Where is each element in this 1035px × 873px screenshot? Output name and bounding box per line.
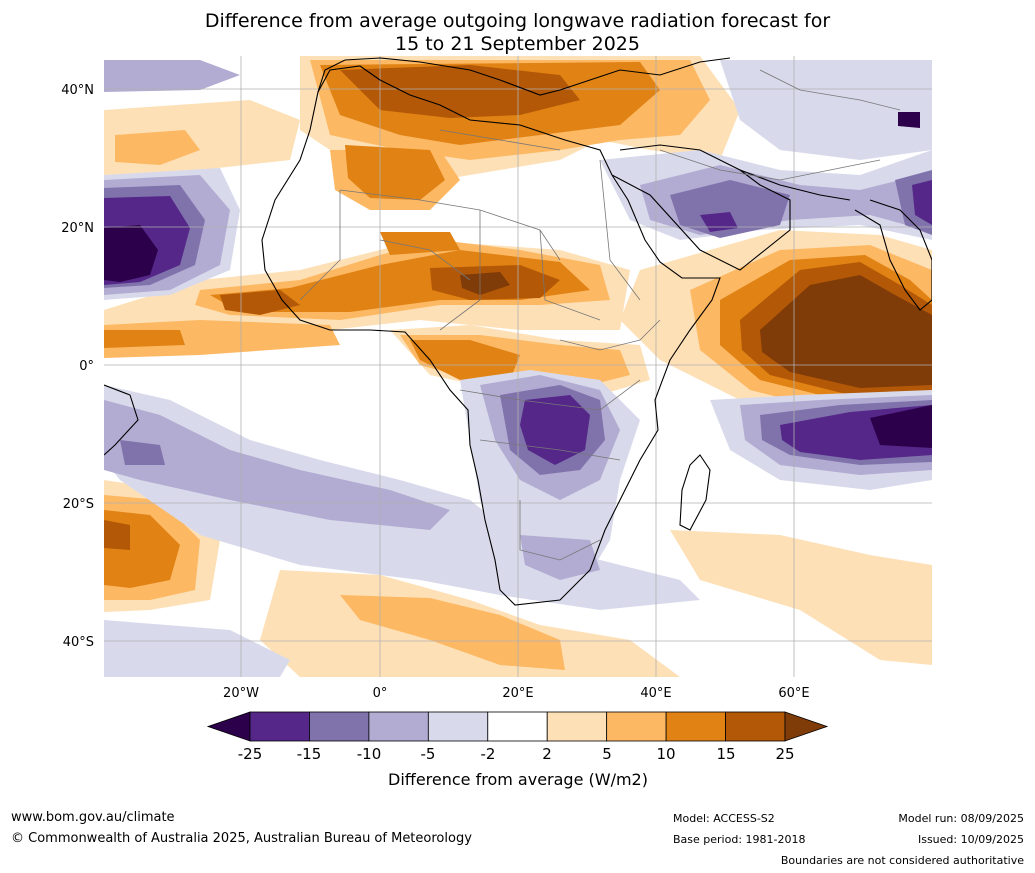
india-coastline [854,199,932,311]
lon-tick-label: 20°W [223,686,259,701]
colorbar-tick-label: 15 [716,745,735,763]
footer-issued: Issued: 10/09/2025 [917,833,1024,846]
footer-disclaimer: Boundaries are not considered authoritat… [780,854,1024,867]
colorbar-segment [368,711,429,742]
south-america-coastline [104,384,139,456]
colorbar-segment [427,711,489,742]
footer-base-period: Base period: 1981-2018 [673,833,806,846]
arabia-coastline [611,144,791,271]
anomaly-region-orange [104,320,340,358]
lat-tick-label: 40°N [61,83,94,98]
map-title: Difference from average outgoing longwav… [0,10,1035,56]
colorbar-tick-labels: -25 -15 -10 -5 -2 2 5 10 15 25 [238,745,795,763]
colorbar-tick-label: -25 [238,745,263,763]
colorbar-segment [725,711,786,742]
footer-copyright: © Commonwealth of Australia 2025, Austra… [11,831,472,846]
graticule [104,56,932,677]
footer-website: www.bom.gov.au/climate [11,810,175,825]
colorbar-tick-label: -2 [481,745,496,763]
anomaly-region-pale-purple [720,60,932,160]
lon-tick-label: 20°E [502,686,533,701]
anomaly-region-strongest-orange [460,272,510,295]
lat-tick-label: 20°S [63,497,94,512]
anomaly-region-darker-orange [340,65,580,118]
colorbar-segment [665,711,726,742]
colorbar-segment [487,711,548,742]
anomaly-field [104,56,932,677]
latitude-labels: 40°N 20°N 0° 20°S 40°S [61,83,94,650]
colorbar-tick-label: -5 [421,745,436,763]
colorbar-title: Difference from average (W/m2) [388,770,648,789]
colorbar-segment [546,711,608,742]
anomaly-region-darker-orange [104,520,130,550]
colorbar-tick-label: -15 [297,745,322,763]
colorbar-tick-label: 5 [602,745,612,763]
anomaly-region-strongest-purple [870,405,932,448]
madagascar-coastline [679,454,711,531]
anomaly-region-light-orange [670,530,932,665]
country-borders [299,69,901,561]
colorbar-segment [309,711,370,742]
colorbar-segment [606,711,667,742]
colorbar-segment [206,711,251,742]
colorbar-tick-label: 2 [542,745,552,763]
colorbar-tick-label: 10 [656,745,675,763]
lon-tick-label: 0° [373,686,388,701]
lat-tick-label: 0° [79,359,94,374]
anomaly-region-dark-orange [380,232,460,255]
anomaly-region-dark-orange [410,340,520,380]
footer-model-run: Model run: 08/09/2025 [898,812,1024,825]
anomaly-region-pale-purple [104,620,290,677]
anomaly-region-light-purple [520,535,600,580]
footer-model: Model: ACCESS-S2 [673,812,775,825]
anomaly-region-orange [115,130,200,165]
anomaly-region-purple [670,180,790,238]
lon-tick-label: 40°E [640,686,671,701]
colorbar [206,711,829,742]
africa-coastline [261,65,721,606]
lat-tick-label: 20°N [61,221,94,236]
colorbar-segment [249,711,310,742]
anomaly-region-strongest-purple [898,112,920,128]
europe-coastline [317,57,731,96]
anomaly-region-light-purple [104,60,240,92]
anomaly-region-dark-orange [345,145,445,200]
lat-tick-label: 40°S [63,635,94,650]
longitude-labels: 20°W 0° 20°E 40°E 60°E [223,686,810,701]
anomaly-region-dark-purple [912,180,932,225]
title-line-2: 15 to 21 September 2025 [395,33,640,55]
colorbar-tick-label: -10 [357,745,382,763]
lon-tick-label: 60°E [778,686,809,701]
anomaly-region-purple [120,440,165,465]
coastlines [104,57,932,606]
colorbar-tick-label: 25 [775,745,794,763]
anomaly-region-strongest-purple [104,225,158,282]
anomaly-region-orange [340,595,565,670]
anomaly-region-light-purple [104,400,450,530]
anomaly-region-strongest-orange [760,275,932,388]
title-line-1: Difference from average outgoing longwav… [204,10,831,32]
colorbar-segment [784,711,829,742]
persian-gulf-coastline [739,169,851,201]
anomaly-region-dark-orange [104,330,185,348]
